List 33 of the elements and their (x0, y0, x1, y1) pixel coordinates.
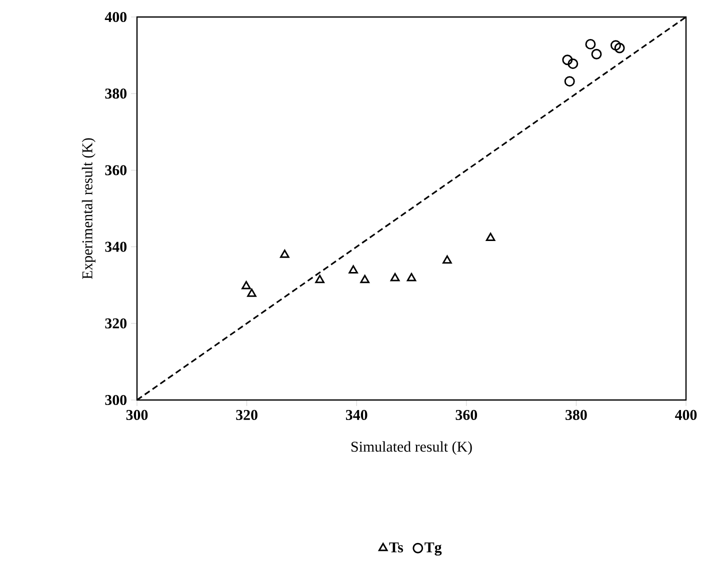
point (280, 250, 290, 258)
x-tick-label: 360 (456, 410, 478, 420)
legend-label: Ts (389, 542, 404, 552)
y-tick-label: 300 (105, 394, 127, 406)
point (564, 76, 575, 87)
point (242, 280, 251, 290)
y-tick-label: 340 (105, 242, 127, 252)
point (442, 255, 452, 264)
point (486, 232, 496, 241)
point (247, 288, 256, 297)
point (610, 40, 621, 51)
x-axis-title: Simulated result (K) (351, 441, 472, 455)
x-tick-label: 300 (126, 410, 148, 420)
y-tick-label: 400 (104, 12, 127, 22)
x-tick-label: 380 (566, 410, 587, 420)
point (562, 54, 573, 66)
point (390, 272, 400, 282)
x-tick-label: 400 (675, 410, 697, 420)
y-tick-label: 360 (105, 165, 127, 176)
point (406, 272, 416, 282)
y-axis-title: Experimental result (K) (82, 138, 96, 280)
y-tick-label: 320 (105, 318, 127, 328)
point (585, 38, 596, 50)
point (360, 274, 370, 284)
point (348, 265, 358, 274)
point (315, 274, 324, 284)
x-tick-label: 340 (346, 410, 368, 420)
point (568, 58, 578, 69)
y-tick-label: 380 (105, 88, 127, 99)
legend-label: Tg (424, 542, 442, 556)
point (591, 48, 602, 60)
x-tick-label: 320 (236, 410, 258, 420)
point (614, 42, 625, 54)
